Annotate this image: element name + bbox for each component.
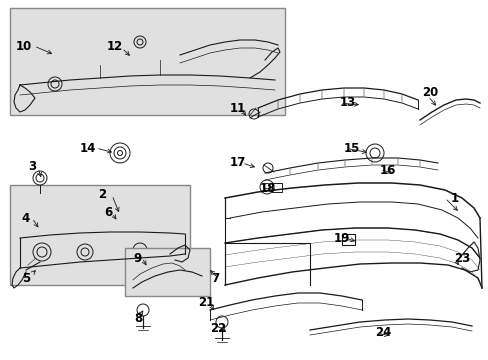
Bar [271,183,282,192]
Text: 20: 20 [421,86,437,99]
Text: 8: 8 [134,311,142,324]
Text: 17: 17 [229,157,245,170]
Text: 24: 24 [374,327,390,339]
Text: 11: 11 [229,102,245,114]
Bar [10,185,190,285]
Text: 22: 22 [209,321,225,334]
Text: 4: 4 [22,211,30,225]
Text: 19: 19 [333,231,349,244]
Text: 13: 13 [339,96,355,109]
Text: 3: 3 [28,161,36,174]
Text: 10: 10 [16,40,32,53]
Text: 2: 2 [98,189,106,202]
Text: 12: 12 [107,40,123,53]
Text: 9: 9 [134,252,142,265]
Text: 6: 6 [103,207,112,220]
Bar [125,248,209,296]
Text: 14: 14 [80,141,96,154]
Bar [341,234,354,245]
Text: 7: 7 [210,271,219,284]
Text: 23: 23 [453,252,469,265]
Text: 15: 15 [343,141,360,154]
Text: 21: 21 [198,297,214,310]
Text: 18: 18 [259,181,276,194]
Text: 5: 5 [22,271,30,284]
Text: 1: 1 [450,192,458,204]
Text: 16: 16 [379,163,395,176]
Bar [10,8,285,115]
